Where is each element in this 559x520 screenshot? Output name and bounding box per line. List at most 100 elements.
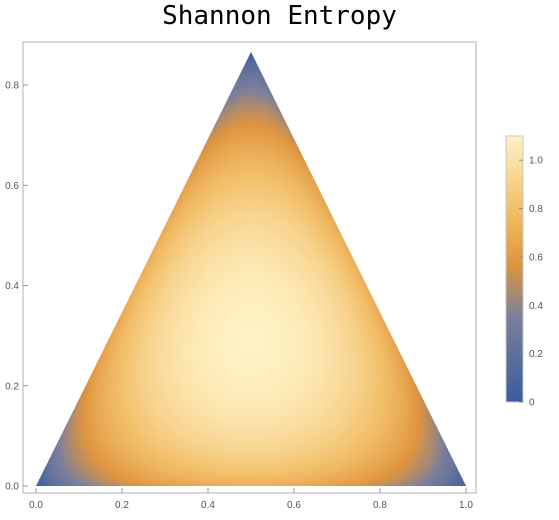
heat-cell xyxy=(108,467,112,471)
heat-cell xyxy=(96,401,100,405)
heat-cell xyxy=(186,383,190,387)
heat-cell xyxy=(207,407,211,411)
heat-cell xyxy=(105,431,109,435)
heat-cell xyxy=(168,362,172,366)
heat-cell xyxy=(201,458,205,462)
heat-cell xyxy=(198,338,202,342)
heat-cell xyxy=(168,449,172,453)
heat-cell xyxy=(117,365,121,369)
heat-cell xyxy=(90,470,94,474)
heat-cell xyxy=(105,452,109,456)
heat-cell xyxy=(207,434,211,438)
heat-cell xyxy=(111,464,115,468)
heat-cell xyxy=(111,317,115,321)
heat-cell xyxy=(189,245,193,249)
heat-cell xyxy=(108,416,112,420)
heat-cell xyxy=(138,299,142,303)
heat-cell xyxy=(120,335,124,339)
heat-cell xyxy=(210,275,214,279)
heat-cell xyxy=(126,446,130,450)
heat-cell xyxy=(132,317,136,321)
heat-cell xyxy=(132,434,136,438)
heat-cell xyxy=(198,404,202,408)
heat-cell xyxy=(150,419,154,423)
heat-cell xyxy=(213,107,217,111)
heat-cell xyxy=(99,377,103,381)
heat-cell xyxy=(129,467,133,471)
heat-cell xyxy=(168,290,172,294)
heat-cell xyxy=(102,365,106,369)
heat-cell xyxy=(75,464,79,468)
heat-cell xyxy=(186,431,190,435)
heat-cell xyxy=(150,305,154,309)
heat-cell xyxy=(123,458,127,462)
heat-cell xyxy=(126,359,130,363)
heat-cell xyxy=(201,461,205,465)
heat-cell xyxy=(147,284,151,288)
heat-cell xyxy=(198,146,202,150)
heat-cell xyxy=(84,419,88,423)
heat-cell xyxy=(174,413,178,417)
heat-cell xyxy=(132,362,136,366)
heat-cell xyxy=(96,398,100,402)
heat-cell xyxy=(99,335,103,339)
heat-cell xyxy=(177,221,181,225)
heat-cell xyxy=(222,86,226,90)
heat-cell xyxy=(198,278,202,282)
heat-cell xyxy=(180,374,184,378)
heat-cell xyxy=(165,341,169,345)
heat-cell xyxy=(141,443,145,447)
heat-cell xyxy=(114,401,118,405)
heat-cell xyxy=(207,308,211,312)
heat-cell xyxy=(54,470,58,474)
heat-cell xyxy=(99,344,103,348)
heat-cell xyxy=(174,308,178,312)
heat-cell xyxy=(180,377,184,381)
heat-cell xyxy=(213,269,217,273)
heat-cell xyxy=(204,485,208,486)
heat-cell xyxy=(207,473,211,477)
heat-cell xyxy=(111,416,115,420)
heat-cell xyxy=(186,302,190,306)
heat-cell xyxy=(78,422,82,426)
heat-cell xyxy=(204,266,208,270)
heat-cell xyxy=(207,335,211,339)
heat-cell xyxy=(183,434,187,438)
heat-cell xyxy=(45,479,49,483)
heat-cell xyxy=(162,209,166,213)
heat-cell xyxy=(192,212,196,216)
heat-cell xyxy=(159,368,163,372)
heat-cell xyxy=(210,461,214,465)
heat-cell xyxy=(141,317,145,321)
heat-cell xyxy=(99,386,103,390)
heat-cell xyxy=(186,419,190,423)
heat-cell xyxy=(189,317,193,321)
heat-cell xyxy=(144,299,148,303)
heat-cell xyxy=(117,440,121,444)
heat-cell xyxy=(96,479,100,483)
heat-cell xyxy=(204,179,208,183)
heat-cell xyxy=(144,290,148,294)
heat-cell xyxy=(192,155,196,159)
heat-cell xyxy=(186,404,190,408)
heat-cell xyxy=(198,191,202,195)
heat-cell xyxy=(138,437,142,441)
heat-cell xyxy=(207,431,211,435)
heat-cell xyxy=(192,329,196,333)
heat-cell xyxy=(207,269,211,273)
heat-cell xyxy=(207,305,211,309)
heat-cell xyxy=(210,440,214,444)
heat-cell xyxy=(159,428,163,432)
heat-cell xyxy=(174,452,178,456)
heat-cell xyxy=(204,317,208,321)
heat-cell xyxy=(138,407,142,411)
heat-cell xyxy=(66,467,70,471)
heat-cell xyxy=(156,302,160,306)
heat-cell xyxy=(180,296,184,300)
heat-cell xyxy=(135,353,139,357)
heat-cell xyxy=(165,329,169,333)
heat-cell xyxy=(135,473,139,477)
heat-cell xyxy=(111,419,115,423)
heat-cell xyxy=(174,221,178,225)
heat-cell xyxy=(150,320,154,324)
